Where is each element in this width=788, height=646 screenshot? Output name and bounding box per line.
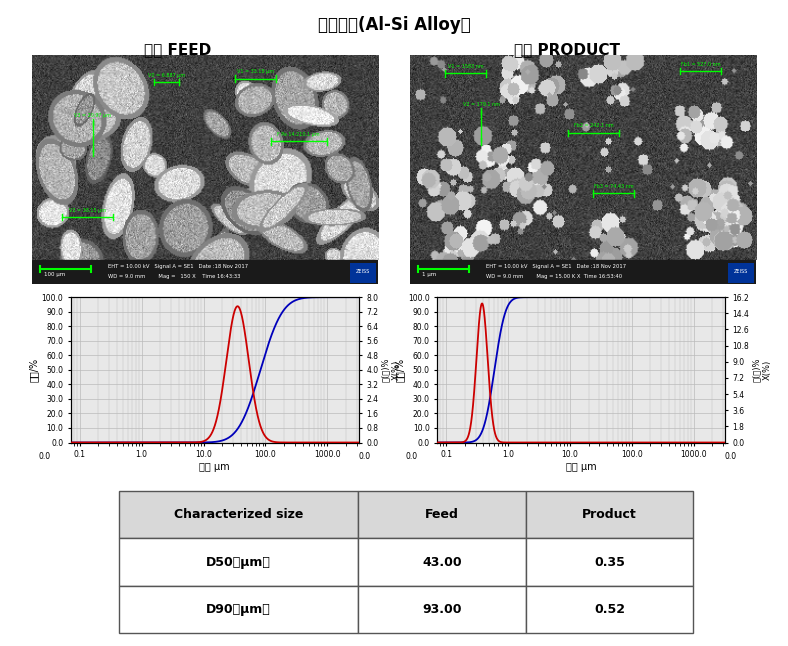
Text: V2 = 38.15 μm: V2 = 38.15 μm bbox=[69, 208, 106, 213]
Text: 93.00: 93.00 bbox=[422, 603, 462, 616]
Text: V1 = 33.18 μm: V1 = 33.18 μm bbox=[237, 69, 274, 74]
Text: EHT = 10.00 kV   Signal A = SE1   Date :18 Nov 2017: EHT = 10.00 kV Signal A = SE1 Date :18 N… bbox=[108, 264, 248, 269]
Text: 43.00: 43.00 bbox=[422, 556, 462, 568]
FancyBboxPatch shape bbox=[358, 491, 526, 538]
Text: F Pa 14.210.1 μm: F Pa 14.210.1 μm bbox=[277, 132, 320, 137]
Text: 原样 FEED: 原样 FEED bbox=[143, 42, 211, 57]
Text: V1 = 1583 nm: V1 = 1583 nm bbox=[448, 64, 484, 69]
FancyBboxPatch shape bbox=[118, 538, 358, 586]
Y-axis label: 频(粒)%
X(%): 频(粒)% X(%) bbox=[753, 358, 771, 382]
Text: D90（μm）: D90（μm） bbox=[206, 603, 270, 616]
Text: 100 μm: 100 μm bbox=[44, 271, 65, 276]
Text: ZEISS: ZEISS bbox=[734, 269, 749, 275]
Bar bbox=[350, 263, 376, 283]
Text: Fb3 = 74.43 nm: Fb3 = 74.43 nm bbox=[594, 184, 634, 189]
Text: 0.0: 0.0 bbox=[359, 452, 370, 461]
Y-axis label: 累积/%: 累积/% bbox=[28, 358, 39, 382]
Text: V3 = 20.97 μm: V3 = 20.97 μm bbox=[74, 112, 111, 118]
Bar bbox=[728, 263, 754, 283]
FancyBboxPatch shape bbox=[118, 586, 358, 633]
FancyBboxPatch shape bbox=[118, 491, 358, 538]
Bar bbox=[410, 260, 756, 284]
Text: Fb1 = 527.0 nm: Fb1 = 527.0 nm bbox=[681, 62, 720, 67]
FancyBboxPatch shape bbox=[358, 538, 526, 586]
X-axis label: 粒径 μm: 粒径 μm bbox=[566, 462, 597, 472]
Bar bbox=[32, 260, 378, 284]
Text: ZEISS: ZEISS bbox=[356, 269, 370, 275]
Text: 铝硬合金(Al-Si Alloy）: 铝硬合金(Al-Si Alloy） bbox=[318, 16, 470, 34]
FancyBboxPatch shape bbox=[526, 586, 693, 633]
Text: 产品 PRODUCT: 产品 PRODUCT bbox=[515, 42, 620, 57]
X-axis label: 粒径 μm: 粒径 μm bbox=[199, 462, 230, 472]
Text: EHT = 10.00 kV   Signal A = SE1   Date :18 Nov 2017: EHT = 10.00 kV Signal A = SE1 Date :18 N… bbox=[486, 264, 626, 269]
Text: 0.35: 0.35 bbox=[594, 556, 625, 568]
Text: WD = 9.0 mm        Mag =   150 X    Time 16:43:33: WD = 9.0 mm Mag = 150 X Time 16:43:33 bbox=[108, 274, 240, 279]
Y-axis label: 频(粒)%
X(%): 频(粒)% X(%) bbox=[381, 358, 400, 382]
Text: 0.0: 0.0 bbox=[405, 452, 417, 461]
FancyBboxPatch shape bbox=[358, 586, 526, 633]
Text: Fb2 = 242.1 nm: Fb2 = 242.1 nm bbox=[574, 123, 613, 129]
FancyBboxPatch shape bbox=[526, 538, 693, 586]
Text: 1 μm: 1 μm bbox=[422, 271, 437, 276]
Text: Product: Product bbox=[582, 508, 637, 521]
Text: 0.52: 0.52 bbox=[594, 603, 625, 616]
FancyBboxPatch shape bbox=[526, 491, 693, 538]
Y-axis label: 累积/%: 累积/% bbox=[395, 358, 405, 382]
Text: 0.0: 0.0 bbox=[39, 452, 50, 461]
Text: Feed: Feed bbox=[425, 508, 459, 521]
Text: V0 = 6.887 μm: V0 = 6.887 μm bbox=[147, 72, 184, 78]
Text: V2 = 179.1 nm: V2 = 179.1 nm bbox=[463, 102, 500, 107]
Text: Characterized size: Characterized size bbox=[173, 508, 303, 521]
Text: WD = 9.0 mm        Mag = 15.00 K X  Time 16:53:40: WD = 9.0 mm Mag = 15.00 K X Time 16:53:4… bbox=[486, 274, 623, 279]
Text: 0.0: 0.0 bbox=[725, 452, 737, 461]
Text: D50（μm）: D50（μm） bbox=[206, 556, 271, 568]
